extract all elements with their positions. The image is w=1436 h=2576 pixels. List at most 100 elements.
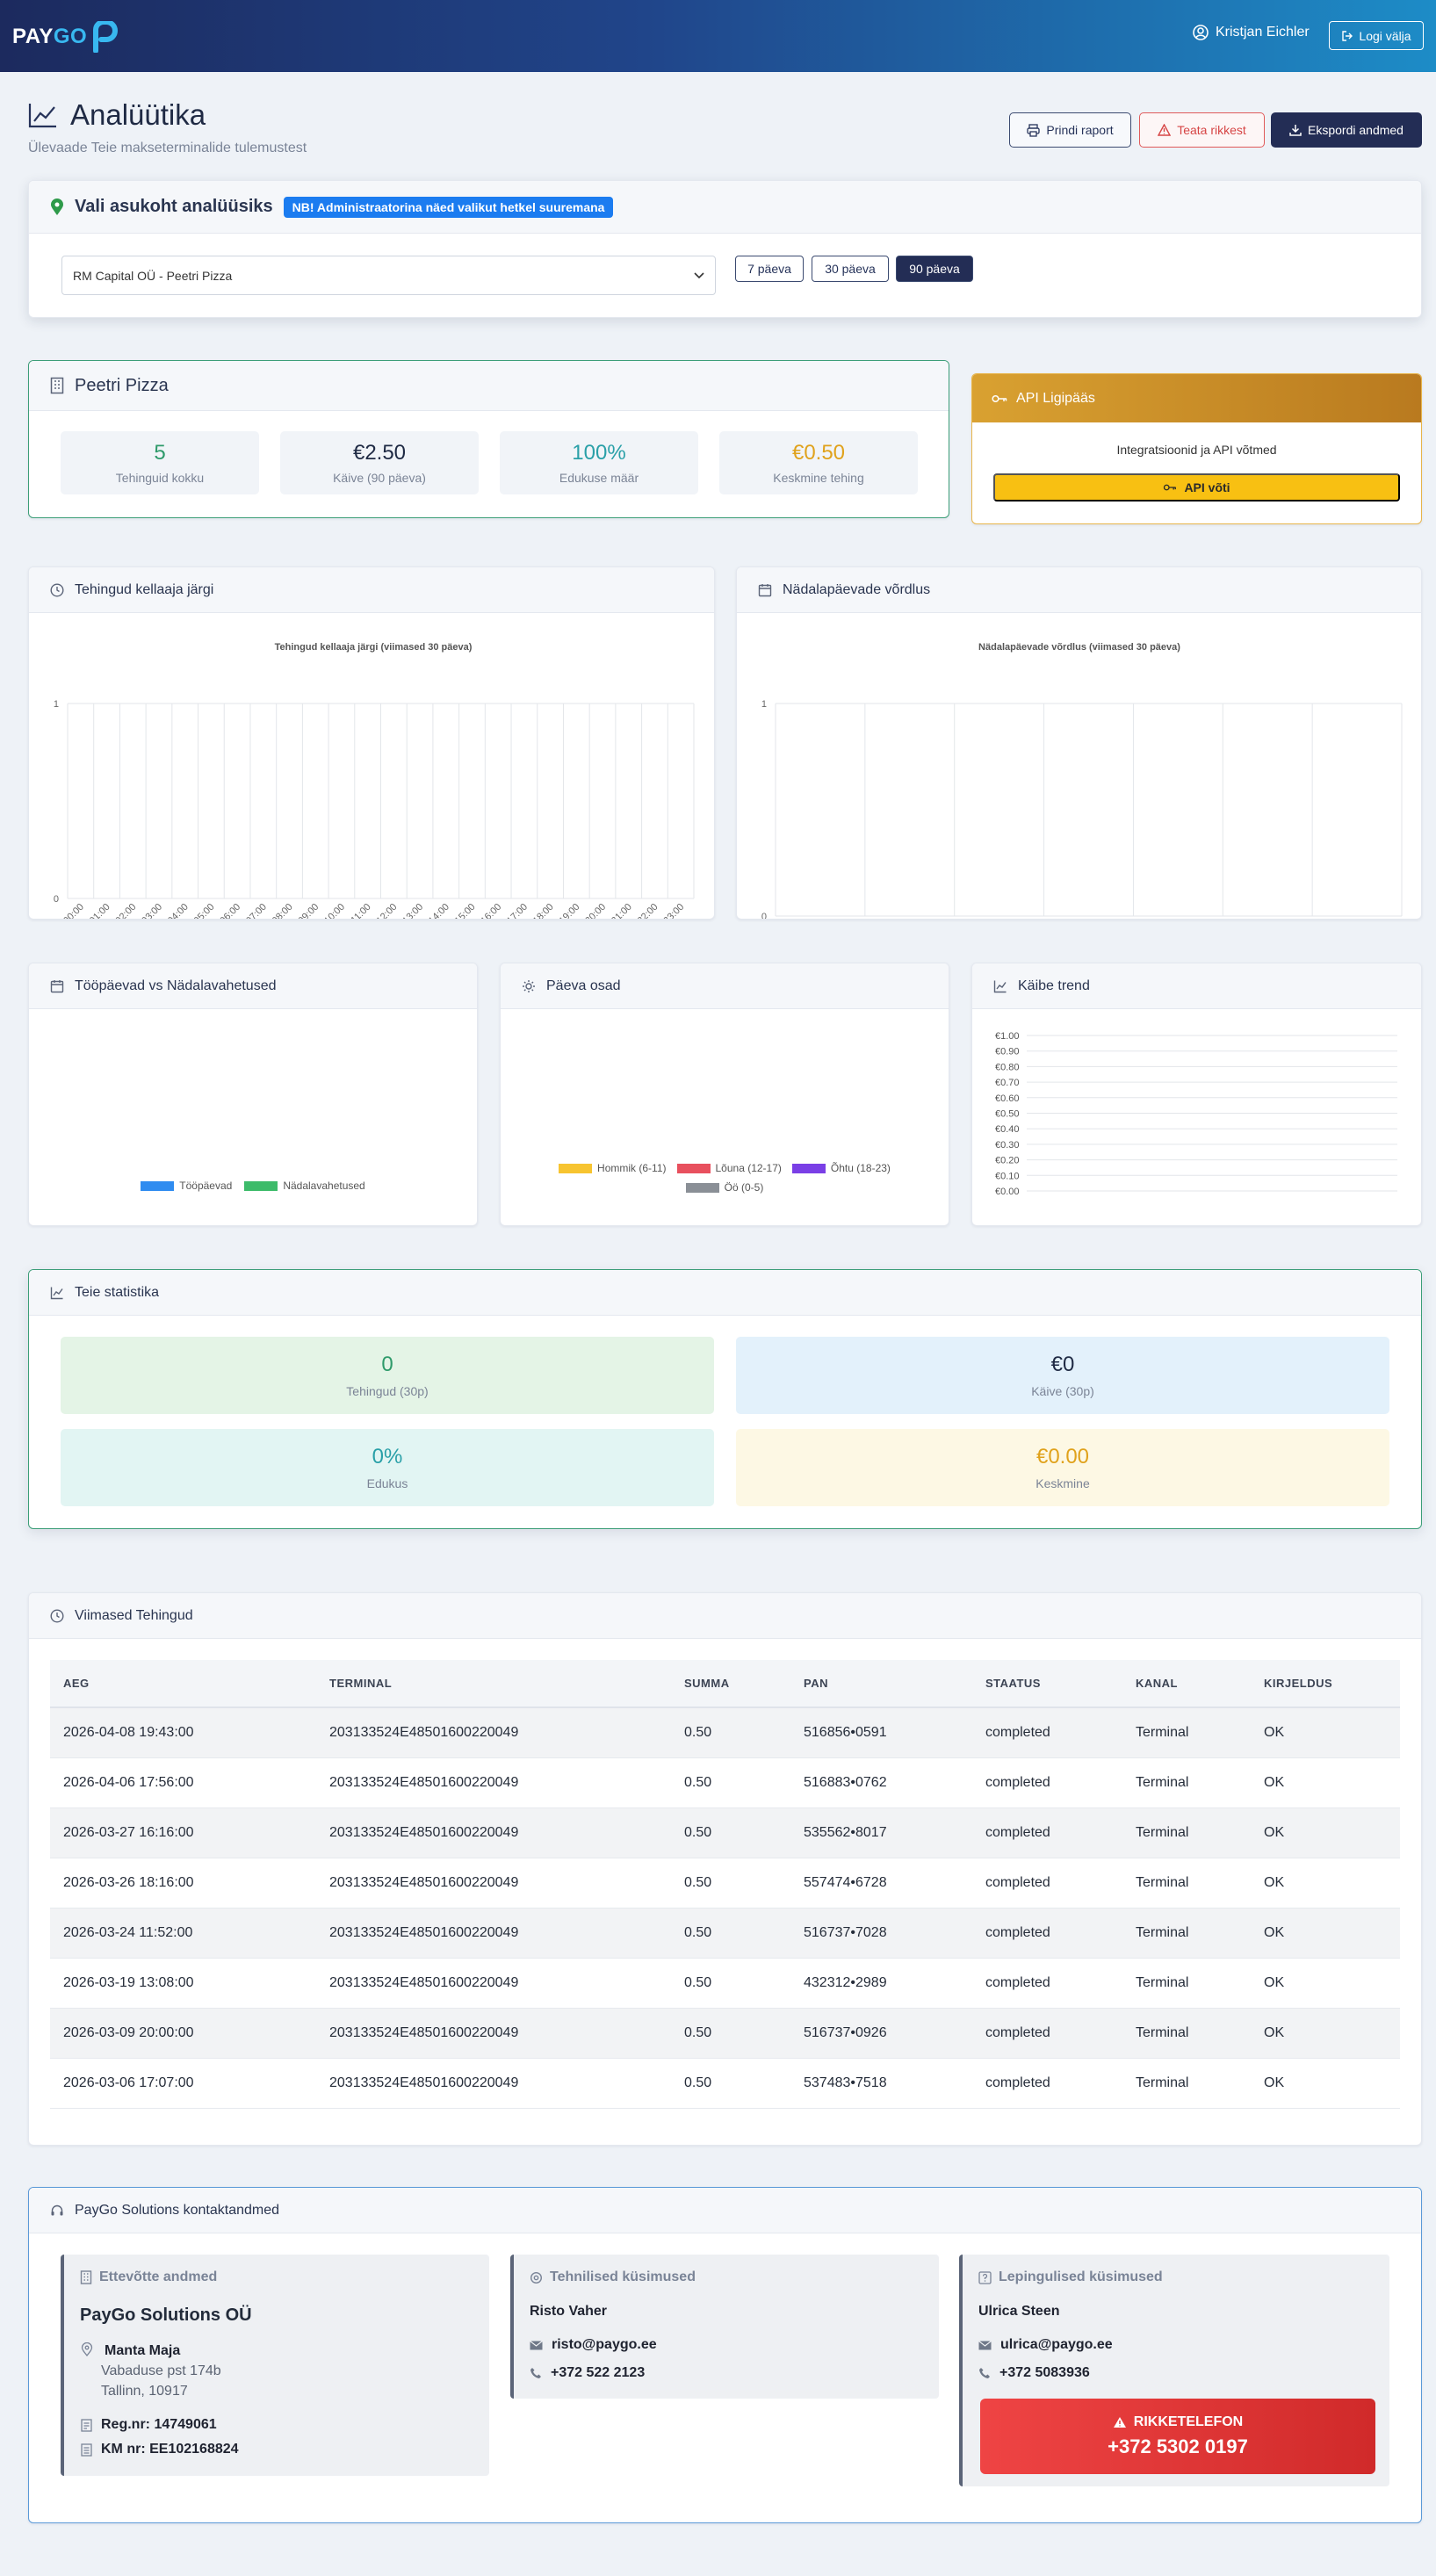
contract-contact-name: Ulrica Steen xyxy=(978,2304,1060,2319)
legend-item-evening[interactable]: Õhtu (18-23) xyxy=(791,1162,891,1174)
weekday-chart-card: Nädalapäevade võrdlus Nädalapäevade võrd… xyxy=(736,566,1422,920)
weekday-chart-title: Nädalapäevade võrdlus xyxy=(783,581,931,597)
dayparts-legend-row1: Hommik (6-11) Lõuna (12-17) Õhtu (18-23) xyxy=(501,1162,949,1174)
x-tick-label: 19:00 xyxy=(557,902,581,919)
table-cell: 0.50 xyxy=(671,1757,790,1808)
range-90-days-button[interactable]: 90 päeva xyxy=(896,256,973,282)
contract-phone[interactable]: +372 5083936 xyxy=(978,2365,1090,2381)
legend-item-weekends[interactable]: Nädalavahetused xyxy=(244,1180,365,1192)
table-cell: OK xyxy=(1251,2058,1400,2109)
table-row[interactable]: 2026-03-27 16:16:00 203133524E48501600220… xyxy=(50,1808,1400,1858)
ystat-average: €0.00 Keskmine xyxy=(736,1429,1389,1506)
location-select[interactable]: RM Capital OÜ - Peetri Pizza xyxy=(61,256,716,295)
workweek-chart-card: Tööpäevad vs Nädalavahetused Tööpäevad N… xyxy=(28,963,478,1226)
technical-heading-text: Tehnilised küsimused xyxy=(550,2269,696,2284)
hotline-button[interactable]: RIKKETELEFON +372 5302 0197 xyxy=(980,2399,1375,2474)
ystat-value: €0 xyxy=(1050,1353,1075,1376)
table-cell: 2026-03-27 16:16:00 xyxy=(50,1808,316,1858)
page-title: Analüütika xyxy=(28,98,206,132)
table-row[interactable]: 2026-04-08 19:43:00 203133524E48501600220… xyxy=(50,1707,1400,1758)
column-header-channel[interactable]: KANAL xyxy=(1122,1660,1251,1708)
company-info-heading: Ettevõtte andmed xyxy=(80,2269,217,2285)
table-row[interactable]: 2026-03-19 13:08:00 203133524E48501600220… xyxy=(50,1958,1400,2009)
table-row[interactable]: 2026-03-26 18:16:00 203133524E48501600220… xyxy=(50,1858,1400,1909)
y-tick-label: €0.60 xyxy=(995,1093,1020,1104)
export-data-button[interactable]: Ekspordi andmed xyxy=(1271,112,1422,148)
logout-button[interactable]: Logi välja xyxy=(1329,21,1424,50)
table-cell: 203133524E48501600220049 xyxy=(316,1757,671,1808)
map-pin-icon xyxy=(51,198,63,215)
technical-contact-name: Risto Vaher xyxy=(530,2304,608,2319)
table-cell: 2026-03-09 20:00:00 xyxy=(50,2008,316,2059)
x-tick-label: 17:00 xyxy=(505,902,530,919)
table-cell: OK xyxy=(1251,1908,1400,1959)
page-subtitle: Ülevaade Teie makseterminalide tulemuste… xyxy=(28,141,307,155)
user-menu[interactable]: Kristjan Eichler xyxy=(1193,25,1310,40)
ystat-transactions: 0 Tehingud (30p) xyxy=(61,1337,714,1414)
table-cell: 516737•7028 xyxy=(790,1908,972,1959)
table-row[interactable]: 2026-03-06 17:07:00 203133524E48501600220… xyxy=(50,2058,1400,2109)
phone-icon xyxy=(979,2368,990,2378)
table-cell: 516883•0762 xyxy=(790,1757,972,1808)
column-header-amount[interactable]: SUMMA xyxy=(671,1660,790,1708)
x-tick-label: 23:00 xyxy=(661,902,686,919)
export-data-label: Ekspordi andmed xyxy=(1308,123,1404,137)
x-tick-label: 04:00 xyxy=(166,902,191,919)
range-30-days-button[interactable]: 30 päeva xyxy=(812,256,889,282)
column-header-description[interactable]: KIRJELDUS xyxy=(1251,1660,1400,1708)
ystat-label: Keskmine xyxy=(1036,1476,1090,1490)
y-tick-label: €1.00 xyxy=(995,1031,1020,1042)
chevron-down-icon xyxy=(694,271,704,278)
legend-item-noon[interactable]: Lõuna (12-17) xyxy=(676,1162,782,1174)
workweek-chart-title: Tööpäevad vs Nädalavahetused xyxy=(75,978,277,993)
turnover-line-chart: €1.00 €0.90 €0.80 €0.70 €0.60 €0.50 €0.40 €0.30… xyxy=(995,1031,1397,1197)
x-tick-label: 05:00 xyxy=(192,902,217,919)
logo-text-pay: PAY xyxy=(12,25,54,48)
contacts-title: PayGo Solutions kontaktandmed xyxy=(75,2202,280,2218)
ystat-value: €0.00 xyxy=(1036,1445,1090,1468)
table-row[interactable]: 2026-04-06 17:56:00 203133524E48501600220… xyxy=(50,1757,1400,1808)
table-cell: OK xyxy=(1251,1858,1400,1909)
company-street: Vabaduse pst 174b xyxy=(101,2363,221,2378)
legend-item-workdays[interactable]: Tööpäevad xyxy=(141,1180,232,1192)
dayparts-chart-card: Päeva osad Hommik (6-11) Lõuna (12-17) Õ… xyxy=(500,963,949,1226)
paygo-logo[interactable]: PAYGO xyxy=(12,19,119,54)
legend-item-night[interactable]: Öö (0-5) xyxy=(685,1181,763,1194)
range-7-days-button[interactable]: 7 päeva xyxy=(735,256,804,282)
column-header-status[interactable]: STAATUS xyxy=(972,1660,1122,1708)
table-row[interactable]: 2026-03-24 11:52:00 203133524E48501600220… xyxy=(50,1908,1400,1959)
user-name: Kristjan Eichler xyxy=(1216,25,1310,40)
stat-label: Edukuse määr xyxy=(559,471,639,485)
stat-value: 5 xyxy=(154,441,166,465)
table-cell: Terminal xyxy=(1122,1808,1251,1858)
user-circle-icon xyxy=(1193,25,1209,40)
contract-email[interactable]: ulrica@paygo.ee xyxy=(978,2337,1113,2353)
turnover-trend-card: Käibe trend €1.00 €0.90 €0.80 €0.70 €0.60 €0.… xyxy=(971,963,1422,1226)
technical-email[interactable]: risto@paygo.ee xyxy=(530,2337,657,2353)
api-key-button[interactable]: API võti xyxy=(993,473,1400,501)
headset-icon xyxy=(51,2204,63,2215)
table-cell: 2026-03-19 13:08:00 xyxy=(50,1958,316,2009)
building-icon xyxy=(50,377,64,394)
y-tick-label: €0.40 xyxy=(995,1124,1020,1135)
recent-transactions-title: Viimased Tehingud xyxy=(75,1607,193,1623)
print-report-button[interactable]: Prindi raport xyxy=(1009,112,1131,148)
x-tick-label: 13:00 xyxy=(400,902,425,919)
technical-phone[interactable]: +372 522 2123 xyxy=(530,2365,645,2381)
table-cell: 0.50 xyxy=(671,1958,790,2009)
legend-item-morning[interactable]: Hommik (6-11) xyxy=(559,1162,667,1174)
column-header-time[interactable]: AEG xyxy=(50,1660,316,1708)
report-issue-button[interactable]: Teata rikkest xyxy=(1139,112,1265,148)
table-row[interactable]: 2026-03-09 20:00:00 203133524E48501600220… xyxy=(50,2008,1400,2059)
stat-turnover: €2.50 Käive (90 päeva) xyxy=(280,431,479,494)
admin-notice-badge: NB! Administraatorina näed valikut hetke… xyxy=(283,196,614,218)
hotline-phone: +372 5302 0197 xyxy=(1108,2435,1248,2457)
warning-icon xyxy=(1158,124,1172,136)
printer-icon xyxy=(1027,123,1041,137)
table-cell: 203133524E48501600220049 xyxy=(316,2008,671,2059)
column-header-pan[interactable]: PAN xyxy=(790,1660,972,1708)
y-tick-label: 0 xyxy=(54,894,59,905)
column-header-terminal[interactable]: TERMINAL xyxy=(316,1660,671,1708)
y-tick-label: €0.30 xyxy=(995,1140,1020,1151)
contacts-card: PayGo Solutions kontaktandmed Ettevõtte … xyxy=(28,2187,1422,2523)
